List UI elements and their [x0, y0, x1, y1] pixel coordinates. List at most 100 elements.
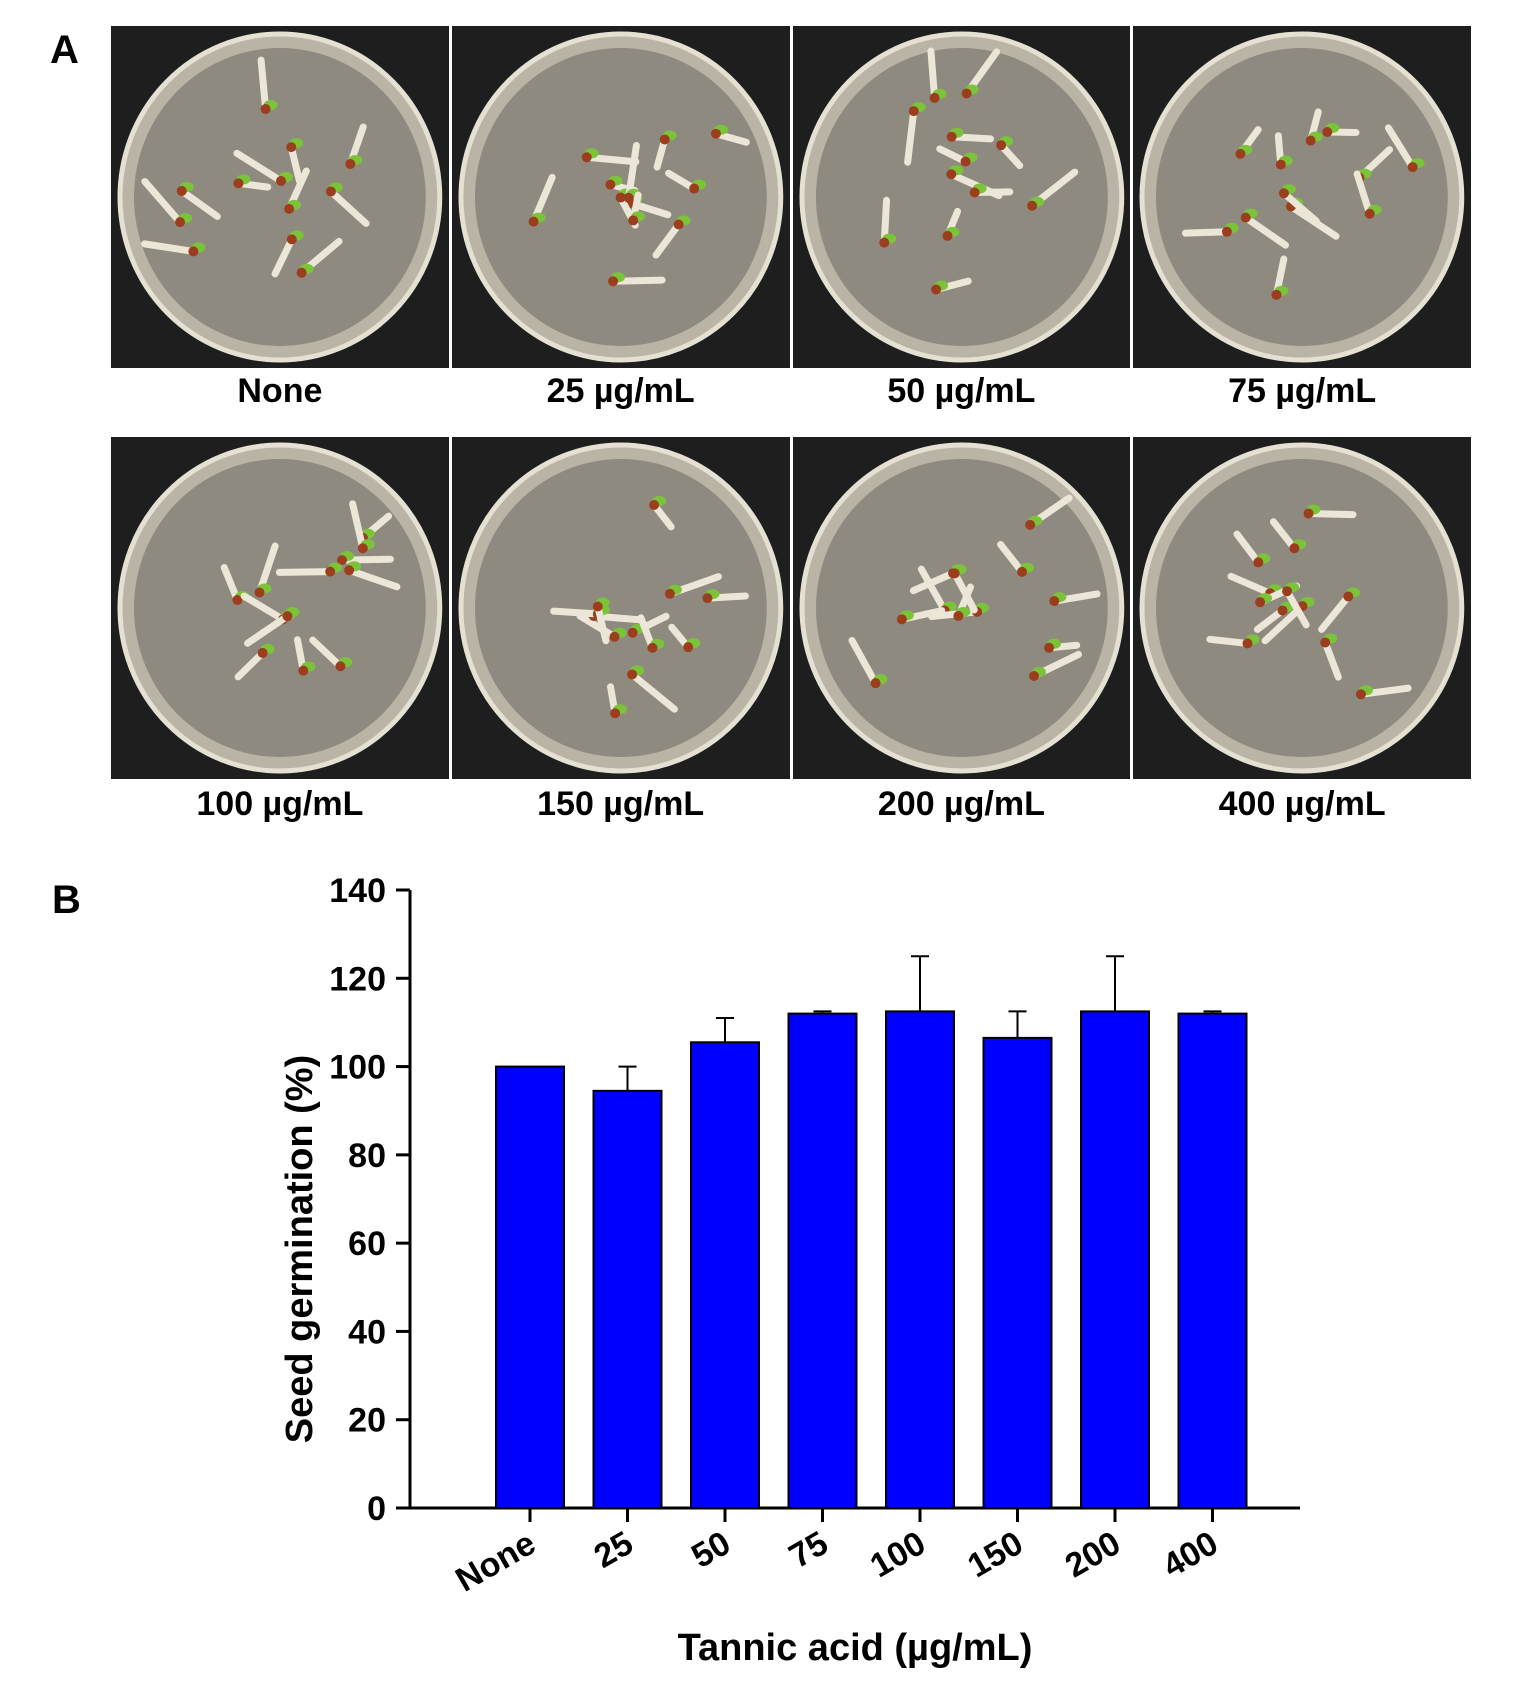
seedling-root — [628, 670, 678, 713]
seed — [296, 267, 307, 278]
bar-25 — [592, 1089, 663, 1509]
seed — [357, 543, 368, 554]
germination-bar-chart: 0 20 40 60 80 100 120 140 None 25 50 75 100 150 200 400… — [279, 872, 1300, 1669]
x-tick-label: 25 — [588, 1524, 640, 1576]
plate-caption: 150 µg/mL — [537, 785, 705, 823]
seed — [260, 104, 271, 115]
seedling-root — [950, 569, 978, 614]
seed — [682, 642, 693, 653]
seed — [592, 601, 603, 612]
seed — [1303, 508, 1314, 519]
y-axis-title: Seed germination (%) — [279, 1055, 321, 1444]
plate-photo-75 — [1133, 26, 1471, 368]
seedling-root — [1280, 189, 1321, 225]
plate-photo-400 — [1133, 437, 1471, 779]
plate-photo-25 — [451, 26, 790, 368]
plate-caption: 100 µg/mL — [196, 785, 364, 823]
seed — [1255, 597, 1266, 608]
seed — [254, 587, 265, 598]
seedling-root — [712, 130, 750, 146]
seed — [335, 661, 346, 672]
seed — [188, 246, 199, 257]
seedling-root — [1254, 607, 1287, 633]
seed — [626, 669, 637, 680]
plate-photos-row-1 — [111, 26, 1471, 368]
seedling-root — [576, 612, 618, 641]
y-tick-label: 0 — [367, 1490, 386, 1528]
seed — [1279, 188, 1290, 199]
seed — [1356, 689, 1367, 700]
seed — [946, 131, 957, 142]
seedling-root — [257, 56, 270, 113]
seed — [930, 284, 941, 295]
seedling-root — [1318, 593, 1353, 633]
plate-photo-200 — [792, 437, 1131, 779]
plate-photo-none — [111, 26, 449, 368]
x-tick-label: 75 — [783, 1524, 835, 1576]
seed — [961, 88, 972, 99]
seed — [1305, 135, 1316, 146]
seed — [952, 610, 963, 621]
seed — [623, 192, 634, 203]
plate-photo-150 — [451, 437, 790, 779]
plate-photos-row-2 — [111, 437, 1471, 779]
plate-caption: 75 µg/mL — [1228, 372, 1377, 410]
petri-dish-illustration — [1133, 26, 1471, 368]
seed — [286, 234, 297, 245]
seed — [1024, 519, 1035, 530]
seedling-root — [909, 569, 957, 595]
seed — [969, 187, 980, 198]
y-tick-label: 140 — [329, 872, 386, 910]
x-tick-label: 400 — [1156, 1524, 1224, 1585]
y-tick-label: 20 — [348, 1402, 386, 1440]
seed — [1277, 605, 1288, 616]
bar-50 — [690, 1041, 760, 1510]
panel-a-label: A — [50, 28, 79, 72]
seedling-root — [1227, 572, 1274, 597]
seed — [870, 678, 881, 689]
seedling-root — [1270, 518, 1299, 552]
seed — [960, 156, 971, 167]
seedling-root — [234, 649, 267, 681]
petri-dish-illustration — [792, 26, 1131, 368]
seed — [1026, 200, 1037, 211]
seedling-root — [141, 178, 184, 226]
seed — [664, 588, 675, 599]
seed — [233, 178, 244, 189]
seed — [659, 134, 670, 145]
seed — [896, 614, 907, 625]
petri-dish-illustration — [1133, 437, 1471, 779]
seed — [1276, 159, 1287, 170]
seedling-root — [903, 107, 917, 166]
plate-caption: None — [237, 372, 323, 410]
seed — [605, 179, 616, 190]
x-axis-title: Tannic acid (µg/mL) — [678, 1627, 1033, 1669]
seedling-root — [917, 565, 948, 614]
seed — [615, 192, 626, 203]
bar-75 — [787, 1012, 858, 1509]
seed — [232, 594, 243, 605]
seed — [1043, 642, 1054, 653]
plate-photo-100 — [111, 437, 449, 779]
seed — [647, 642, 658, 653]
seed — [688, 183, 699, 194]
seedling-root — [1242, 214, 1290, 249]
seed — [286, 142, 297, 153]
x-tick-label: 50 — [685, 1524, 737, 1576]
seedling-root — [1206, 635, 1252, 647]
seed — [284, 203, 295, 214]
dish-agar — [133, 459, 426, 757]
seed — [995, 140, 1006, 151]
y-tick-label: 60 — [348, 1225, 386, 1263]
seed — [581, 152, 592, 163]
plate-caption: 25 µg/mL — [546, 372, 695, 410]
seed — [710, 128, 721, 139]
plate-captions-row-2: 100 µg/mL 150 µg/mL 200 µg/mL 400 µg/mL — [111, 785, 1471, 824]
seed — [1240, 212, 1251, 223]
seedling-root — [1182, 228, 1231, 237]
seed — [1271, 289, 1282, 300]
seedling-root — [287, 143, 303, 185]
seedling-root — [1321, 638, 1343, 681]
seedling-root — [1385, 124, 1417, 171]
seed — [1048, 596, 1059, 607]
